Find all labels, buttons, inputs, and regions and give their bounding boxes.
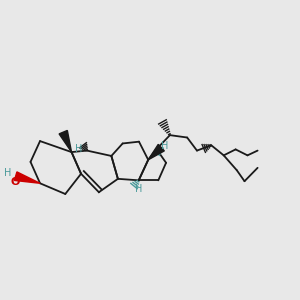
Text: O: O: [11, 177, 20, 187]
Text: H: H: [4, 168, 12, 178]
Polygon shape: [59, 130, 71, 152]
Text: H: H: [135, 184, 142, 194]
Text: H: H: [161, 141, 169, 151]
Text: H: H: [75, 144, 82, 154]
Polygon shape: [148, 144, 164, 160]
Polygon shape: [14, 172, 40, 183]
